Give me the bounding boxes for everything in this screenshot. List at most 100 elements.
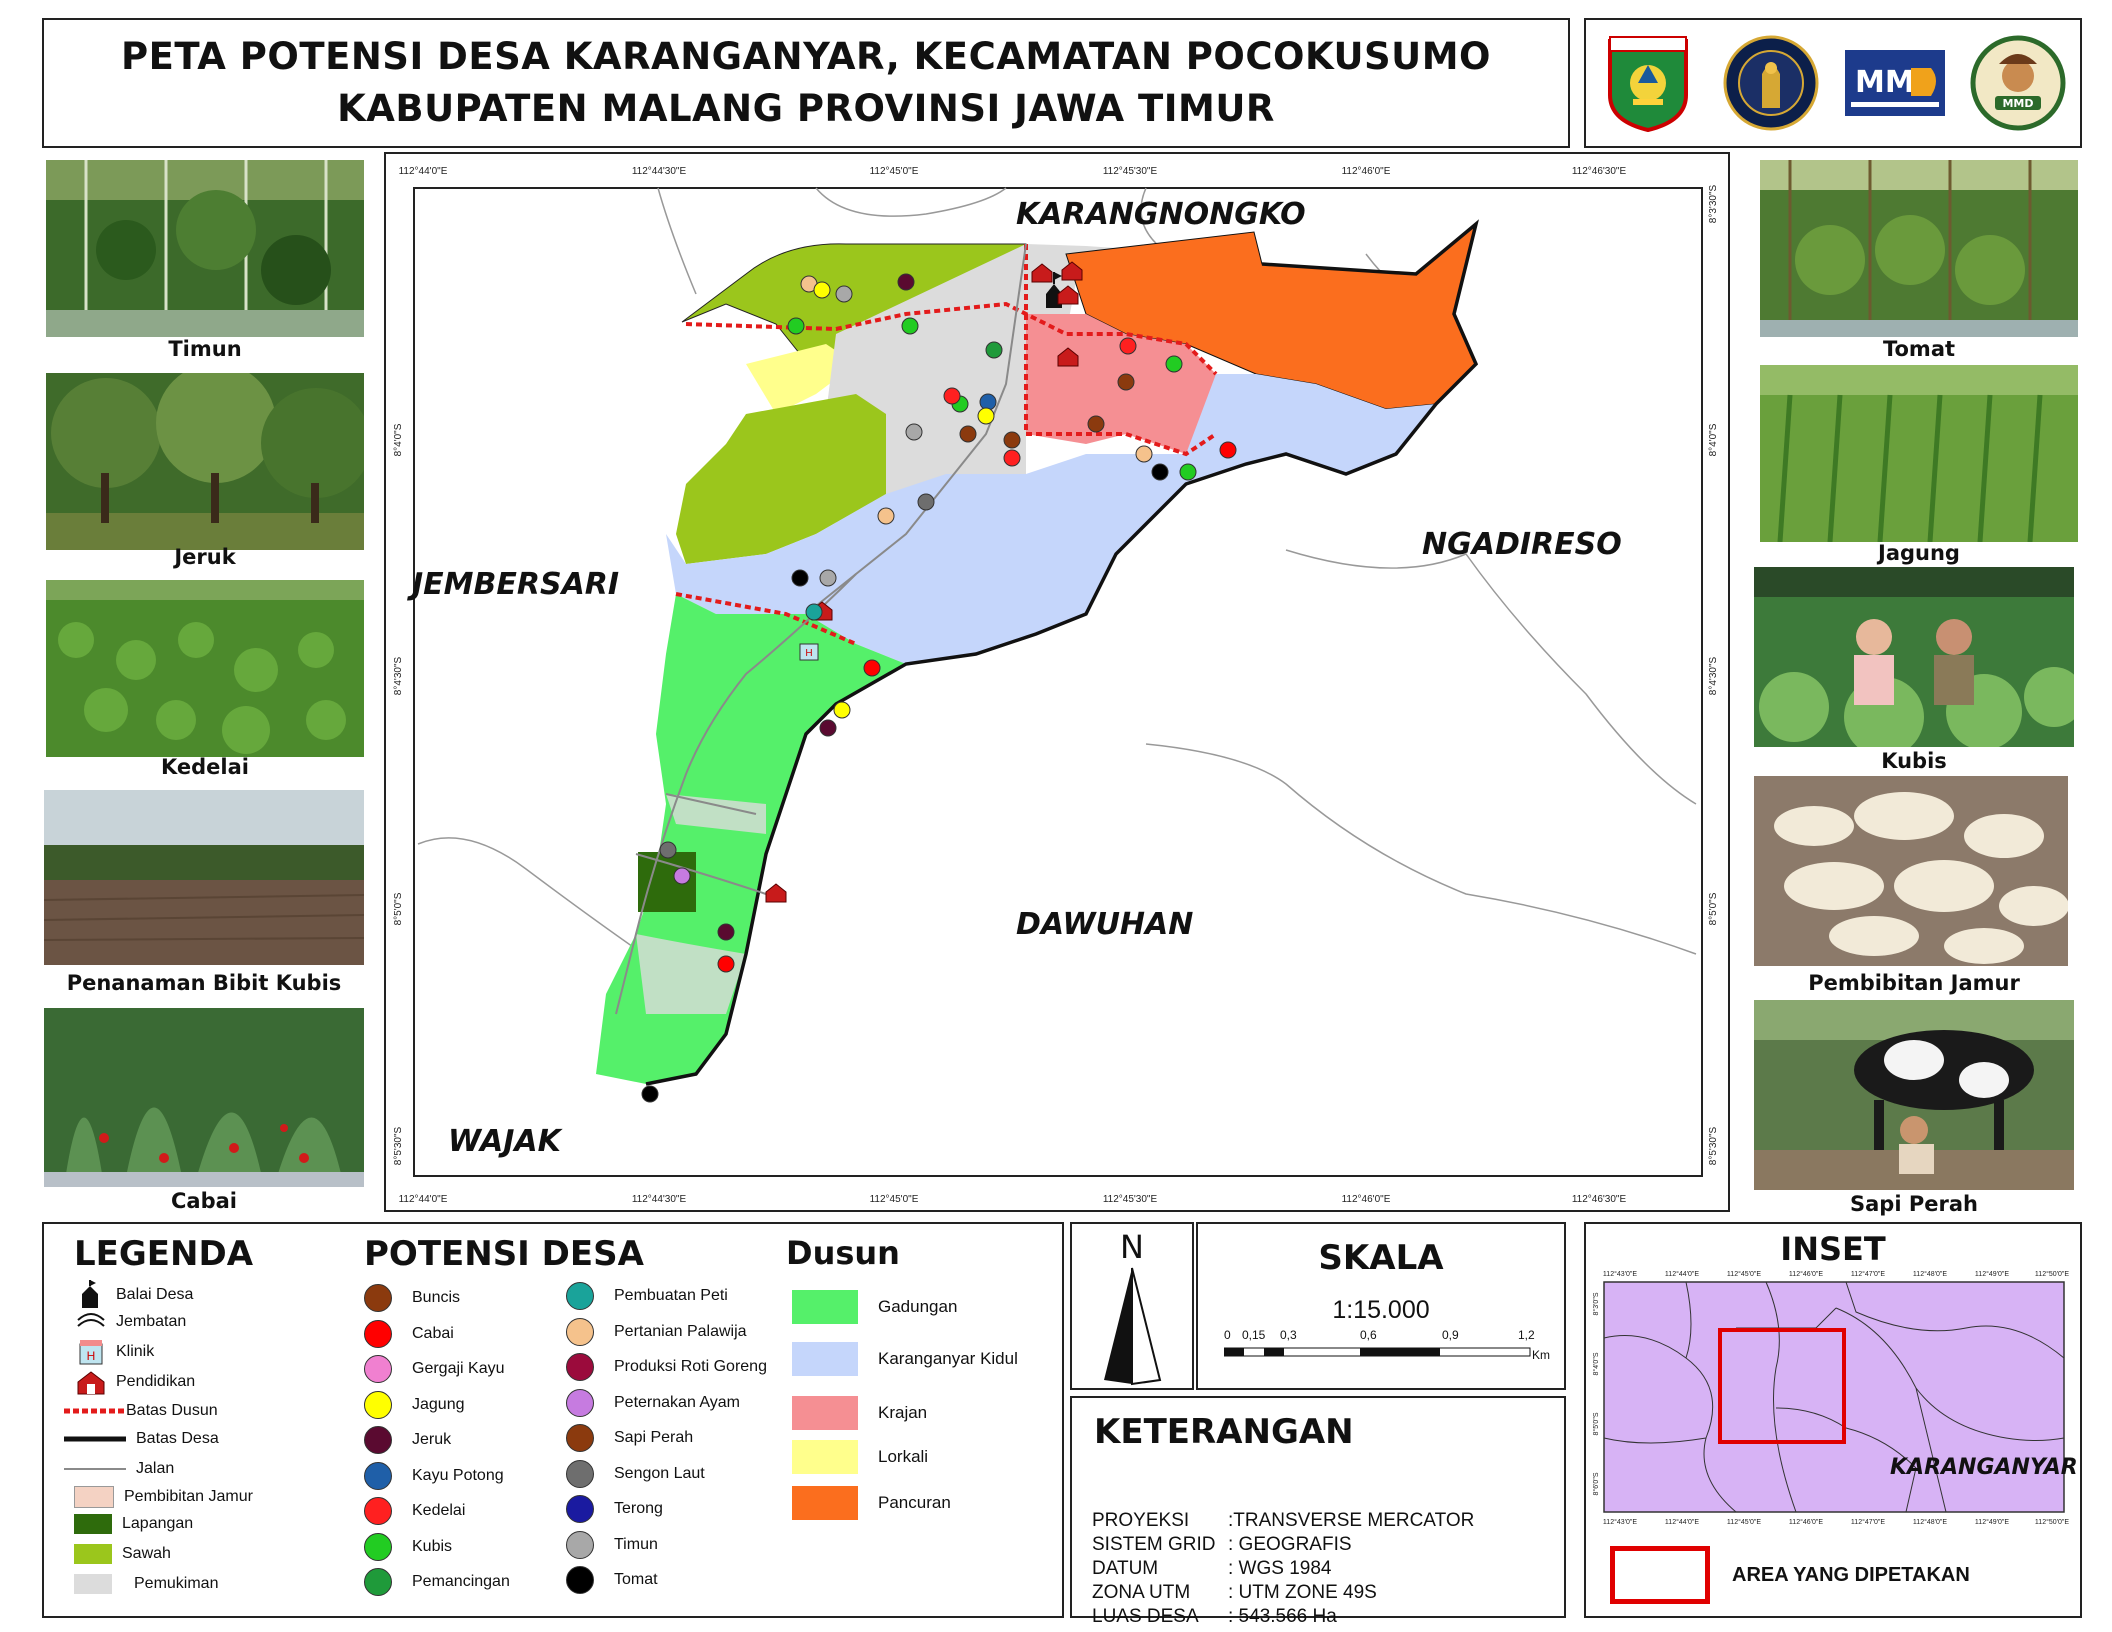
photo-jeruk <box>46 373 364 550</box>
potensi-dot-icon <box>566 1353 594 1381</box>
area-lorkali <box>746 344 856 414</box>
potensi-dot <box>717 923 735 941</box>
scale-box: SKALA 1:15.000 0 0,15 0,3 0,6 0,9 1,2 Km <box>1196 1222 1566 1390</box>
potensi-item: Gergaji Kayu <box>364 1355 505 1383</box>
dusun-swatch <box>792 1290 858 1324</box>
potensi-dot <box>791 569 809 587</box>
inset-top-tick: 112°44'0"E <box>1665 1270 1699 1278</box>
potensi-dot <box>813 281 831 299</box>
keterangan-key: LUAS DESA <box>1092 1606 1199 1627</box>
legend-label: Balai Desa <box>116 1286 194 1303</box>
photo-caption-tomat: Tomat <box>1882 337 1956 361</box>
potensi-dot-icon <box>566 1282 594 1310</box>
photo-caption-cabai: Cabai <box>171 1189 237 1213</box>
legend-label: Pendidikan <box>116 1373 196 1390</box>
keterangan-key: PROYEKSI <box>1092 1510 1190 1531</box>
potensi-item: Kubis <box>364 1532 452 1561</box>
inset-legend-swatch <box>1610 1546 1710 1604</box>
inset-bottom-tick: 112°47'0"E <box>1851 1518 1885 1526</box>
inset-legend-label: AREA YANG DIPETAKAN <box>1732 1564 1970 1586</box>
potensi-label: Timun <box>614 1535 658 1553</box>
inset-bottom-tick: 112°43'0"E <box>1603 1518 1637 1526</box>
potensi-dot <box>959 425 977 443</box>
right-tick: 8°3'30"S <box>1708 184 1719 223</box>
dusun-item: Krajan <box>792 1396 927 1430</box>
area-karanganyar-kidul <box>666 374 1436 664</box>
logos-box: MM MMD <box>1584 18 2082 148</box>
legend-pembibitan-jamur: Pembibitan Jamur <box>74 1486 253 1508</box>
inset-title: INSET <box>1780 1230 1886 1268</box>
potensi-label: Kayu Potong <box>412 1466 504 1484</box>
potensi-dot-icon <box>364 1497 392 1525</box>
pembibitan-jamur-swatch <box>74 1486 114 1508</box>
neighbor-label-south: DAWUHAN <box>1016 907 1193 942</box>
potensi-dot <box>1135 445 1153 463</box>
potensi-dot-icon <box>364 1390 392 1419</box>
scale-bar <box>1224 1347 1531 1357</box>
photo-kubis <box>1754 567 2074 747</box>
kabupaten-malang-logo <box>1598 33 1698 133</box>
north-arrow-box: N <box>1070 1222 1194 1390</box>
legend-batas-dusun: Batas Dusun <box>64 1402 218 1420</box>
potensi-item: Sengon Laut <box>566 1459 705 1488</box>
potensi-label: Terong <box>614 1500 663 1517</box>
legend-label: Lapangan <box>122 1515 194 1532</box>
top-tick: 112°45'30"E <box>1103 166 1158 177</box>
keterangan-value: : UTM ZONE 49S <box>1228 1582 1377 1603</box>
potensi-dot-icon <box>364 1319 392 1348</box>
potensi-item: Kayu Potong <box>364 1461 504 1490</box>
legend-title: LEGENDA <box>74 1234 254 1274</box>
dusun-swatch <box>792 1440 858 1474</box>
mmd-logo: MM <box>1844 33 1945 133</box>
legend-klinik: H Klinik <box>74 1338 154 1366</box>
potensi-label: Pertanian Palawija <box>614 1322 747 1340</box>
potensi-label: Sapi Perah <box>614 1429 694 1446</box>
dusun-label: Lorkali <box>878 1447 929 1466</box>
lapangan-swatch <box>74 1514 112 1534</box>
potensi-dot <box>673 867 691 885</box>
main-map-svg: 112°44'0"E 112°44'30"E 112°45'0"E 112°45… <box>393 166 1719 1205</box>
keterangan-key: SISTEM GRID <box>1092 1534 1216 1555</box>
potensi-label: Kedelai <box>412 1502 466 1519</box>
keterangan-value: : GEOGRAFIS <box>1228 1534 1352 1555</box>
batas-dusun-line <box>685 301 1218 376</box>
pendidikan-icon <box>77 1371 105 1395</box>
potensi-dot-icon <box>566 1424 594 1452</box>
bottom-tick: 112°44'30"E <box>632 1194 687 1205</box>
bottom-tick: 112°46'0"E <box>1342 1194 1391 1205</box>
neighbor-label-west: JEMBERSARI <box>407 567 619 602</box>
dusun-item: Karanganyar Kidul <box>792 1342 1018 1376</box>
keterangan-value: :TRANSVERSE MERCATOR <box>1228 1510 1475 1531</box>
potensi-dot <box>863 659 881 677</box>
keterangan-row: ZONA UTM: UTM ZONE 49S <box>1092 1582 1377 1604</box>
potensi-dot <box>1003 431 1021 449</box>
dusun-item: Pancuran <box>792 1486 951 1520</box>
potensi-item: Sapi Perah <box>566 1424 693 1452</box>
legend-lapangan: Lapangan <box>74 1514 193 1534</box>
potensi-dot <box>819 719 837 737</box>
potensi-item: Pembuatan Peti <box>566 1282 728 1310</box>
inset-box: INSET 112°43'0"E 112°44'0"E 112°45'0"E 1… <box>1584 1222 2082 1618</box>
photo-caption-pembibitan-jamur: Pembibitan Jamur <box>1808 971 2020 995</box>
photo-caption-penanaman-bibit-kubis: Penanaman Bibit Kubis <box>66 971 342 995</box>
keterangan-value: : 543.566 Ha <box>1228 1606 1337 1627</box>
potensi-label: Tomat <box>614 1571 658 1588</box>
sawah-swatch <box>74 1544 112 1564</box>
inset-top-tick: 112°48'0"E <box>1913 1270 1947 1278</box>
top-tick: 112°44'30"E <box>632 166 687 177</box>
bottom-tick: 112°46'30"E <box>1572 1194 1627 1205</box>
photo-caption-timun: Timun <box>168 337 242 361</box>
scale-tick: 0,9 <box>1442 1328 1459 1342</box>
legend-jalan: Jalan <box>64 1460 174 1478</box>
photo-jagung <box>1760 365 2078 542</box>
legend-label: Jembatan <box>116 1313 187 1330</box>
inset-bottom-tick: 112°49'0"E <box>1975 1518 2009 1526</box>
potensi-dot-icon <box>566 1388 594 1417</box>
dusun-swatch <box>792 1396 858 1430</box>
potensi-label: Jeruk <box>412 1431 452 1448</box>
scale-ratio: 1:15.000 <box>1332 1296 1430 1324</box>
potensi-item: Cabai <box>364 1319 454 1348</box>
inset-left-tick: 8°5'0"S <box>1592 1412 1600 1435</box>
photo-caption-kedelai: Kedelai <box>161 755 249 779</box>
potensi-label: Gergaji Kayu <box>412 1360 505 1377</box>
